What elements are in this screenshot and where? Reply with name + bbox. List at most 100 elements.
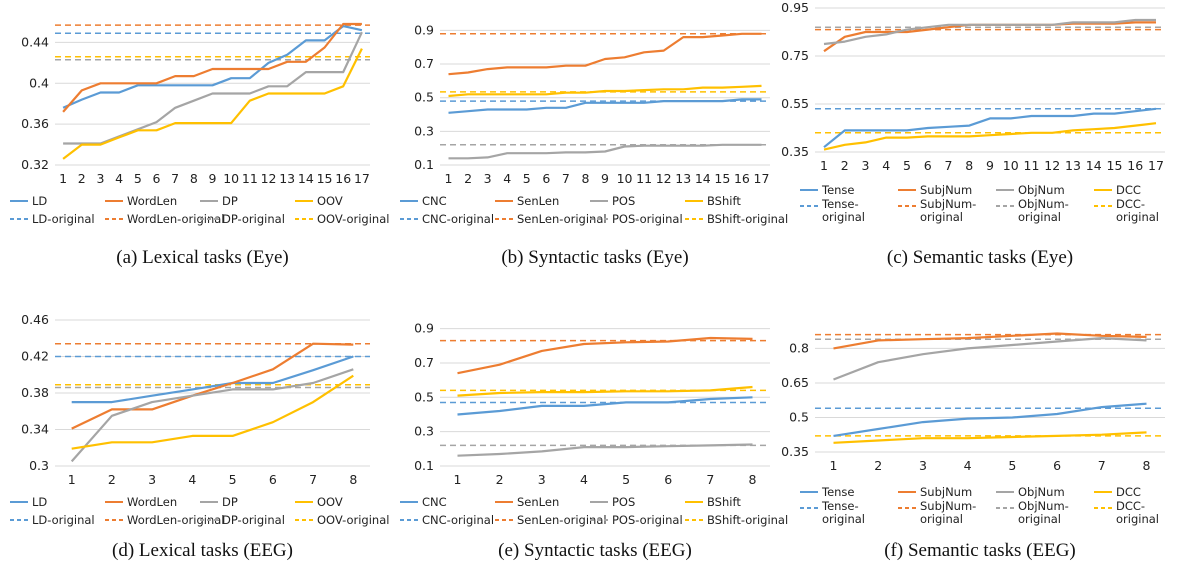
series-line-pos xyxy=(457,443,753,457)
chart-caption: (a) Lexical tasks (Eye) xyxy=(116,247,289,268)
series-line-wordlen xyxy=(62,22,362,113)
series-line-pos xyxy=(448,143,762,160)
y-tick-label: 0.35 xyxy=(781,144,809,159)
x-tick-label: 15 xyxy=(1107,158,1123,173)
y-tick-label: 0.95 xyxy=(781,0,809,15)
x-tick-label: 6 xyxy=(1053,458,1061,473)
y-tick-label: 0.4 xyxy=(29,75,49,90)
x-tick-label: 14 xyxy=(298,171,314,186)
legend-label: WordLen xyxy=(127,495,177,509)
x-tick-label: 13 xyxy=(1065,158,1081,173)
x-tick-label: 9 xyxy=(601,171,609,186)
series-line-bshift xyxy=(448,84,762,98)
legend-label: WordLen-original xyxy=(127,513,224,527)
x-tick-label: 1 xyxy=(453,472,461,487)
series-line-oov xyxy=(62,48,363,160)
legend-label-part: original xyxy=(822,210,865,224)
legend-label: POS-original xyxy=(612,513,683,527)
y-tick-label: 0.8 xyxy=(789,340,809,355)
legend-label: CNC xyxy=(422,495,447,509)
x-tick-label: 17 xyxy=(1148,158,1164,173)
x-tick-label: 6 xyxy=(152,171,160,186)
chart-caption: (d) Lexical tasks (EEG) xyxy=(112,540,293,561)
legend-label: POS xyxy=(612,194,635,208)
legend-label: ObjNum xyxy=(1018,183,1065,197)
x-tick-label: 1 xyxy=(68,472,76,487)
x-tick-label: 6 xyxy=(664,472,672,487)
x-tick-label: 1 xyxy=(830,458,838,473)
legend-label: LD-original xyxy=(32,212,95,226)
legend-label: WordLen xyxy=(127,194,177,208)
x-tick-label: 8 xyxy=(581,171,589,186)
legend-label: Tense xyxy=(821,183,855,197)
legend-label: Tense-original xyxy=(821,197,865,224)
chart-caption: (b) Syntactic tasks (Eye) xyxy=(501,247,688,268)
x-tick-label: 7 xyxy=(945,158,953,173)
x-tick-label: 17 xyxy=(754,171,770,186)
y-tick-label: 0.55 xyxy=(781,96,809,111)
legend-label: Tense xyxy=(821,485,855,499)
series-line-objnum xyxy=(833,337,1147,381)
y-tick-label: 0.1 xyxy=(414,157,434,172)
x-tick-label: 7 xyxy=(309,472,317,487)
chart-caption: (e) Syntactic tasks (EEG) xyxy=(498,540,692,561)
x-tick-label: 1 xyxy=(820,158,828,173)
series-line-dp xyxy=(63,31,363,145)
x-tick-label: 8 xyxy=(749,472,757,487)
x-tick-label: 9 xyxy=(209,171,217,186)
x-tick-label: 5 xyxy=(134,171,142,186)
series-line-wordlen xyxy=(71,342,354,430)
legend-label: LD-original xyxy=(32,513,95,527)
y-tick-label: 0.3 xyxy=(414,123,434,138)
x-tick-label: 10 xyxy=(617,171,633,186)
series-line-tense xyxy=(823,107,1157,149)
legend-label-part: Tense- xyxy=(821,197,859,211)
legend-label: DP xyxy=(222,495,238,509)
legend-label-part: original xyxy=(1116,512,1159,526)
x-tick-label: 3 xyxy=(484,171,492,186)
series-line-tense xyxy=(833,402,1147,437)
y-tick-label: 0.65 xyxy=(781,375,809,390)
legend-label: POS-original xyxy=(612,212,683,226)
x-tick-label: 2 xyxy=(78,171,86,186)
series-line-cnc xyxy=(457,396,753,416)
y-tick-label: 0.5 xyxy=(789,409,809,424)
y-tick-label: 0.9 xyxy=(414,321,434,336)
x-tick-label: 8 xyxy=(1142,458,1150,473)
x-tick-label: 6 xyxy=(924,158,932,173)
x-tick-label: 15 xyxy=(714,171,730,186)
legend-label: Tense-original xyxy=(821,499,865,526)
series-line-dcc xyxy=(833,431,1147,444)
x-tick-label: 13 xyxy=(279,171,295,186)
x-tick-label: 8 xyxy=(349,472,357,487)
legend-label: SenLen-original xyxy=(517,513,607,527)
legend-label: BShift xyxy=(707,194,741,208)
x-tick-label: 2 xyxy=(841,158,849,173)
legend-label-part: DCC- xyxy=(1116,499,1145,513)
legend-label: LD xyxy=(32,194,47,208)
legend-label: BShift-original xyxy=(707,212,788,226)
y-tick-label: 0.3 xyxy=(29,458,49,473)
series-line-dcc xyxy=(823,122,1157,151)
x-tick-label: 4 xyxy=(503,171,511,186)
x-tick-label: 10 xyxy=(1003,158,1019,173)
x-tick-label: 6 xyxy=(542,171,550,186)
legend-label: OOV xyxy=(317,194,343,208)
series-line-ld xyxy=(71,355,354,404)
x-tick-label: 10 xyxy=(223,171,239,186)
chart-panel: 0.320.360.40.441 2 3 4 5 6 7 8 9 10 11 12 13 14 15 16 17… xyxy=(10,22,389,268)
legend-label: SenLen xyxy=(517,194,559,208)
y-tick-label: 0.46 xyxy=(21,312,49,327)
x-tick-label: 12 xyxy=(656,171,672,186)
x-tick-label: 5 xyxy=(1008,458,1016,473)
x-tick-label: 15 xyxy=(317,171,333,186)
x-tick-label: 12 xyxy=(1044,158,1060,173)
legend-label: OOV-original xyxy=(317,513,389,527)
y-tick-label: 0.35 xyxy=(781,444,809,459)
x-tick-label: 2 xyxy=(108,472,116,487)
legend-label: CNC xyxy=(422,194,447,208)
x-tick-label: 11 xyxy=(636,171,652,186)
x-tick-label: 7 xyxy=(171,171,179,186)
legend-label-part: original xyxy=(1018,210,1061,224)
